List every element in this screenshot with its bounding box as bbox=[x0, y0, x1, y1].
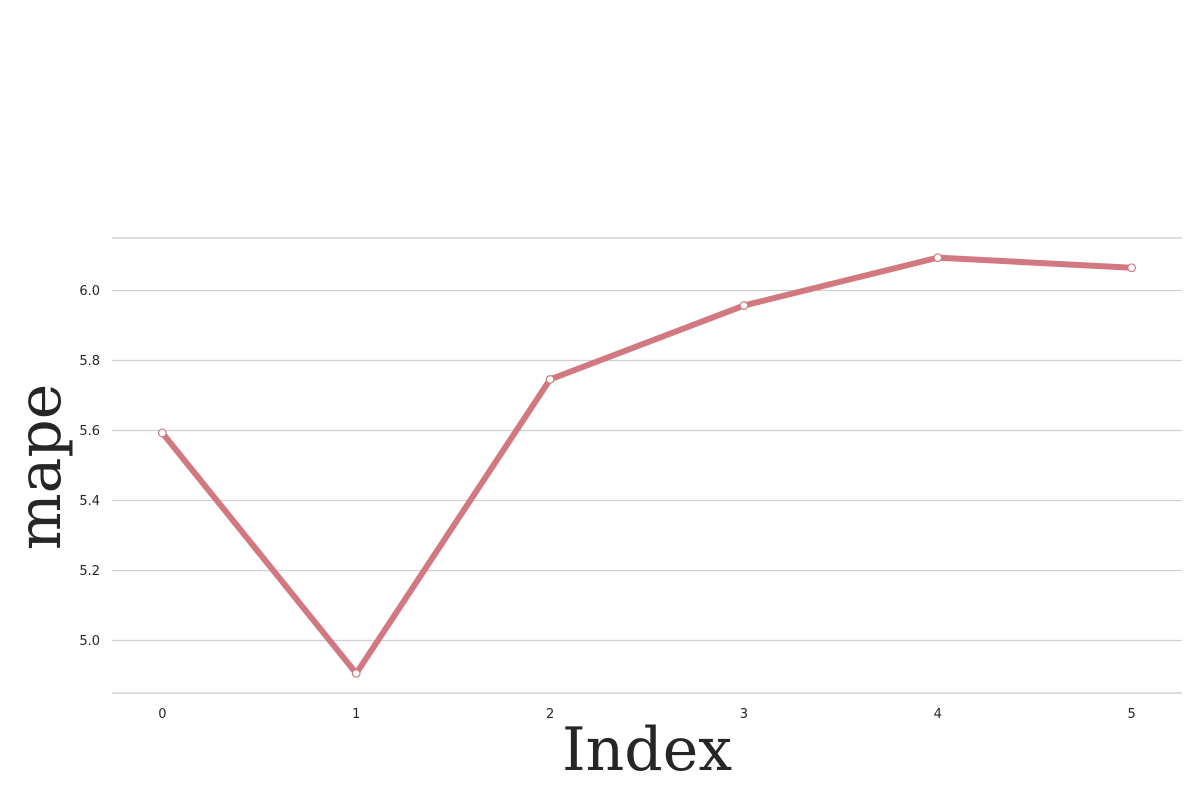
data-point bbox=[739, 301, 749, 310]
series-layer bbox=[157, 253, 1137, 678]
y-tick-label: 6.0 bbox=[79, 284, 100, 299]
series-line bbox=[159, 254, 1135, 677]
tick-layer: 5.0 5.2 5.4 5.6 5.8 6.0 0 1 2 3 4 5 bbox=[79, 284, 1135, 722]
x-axis-title: Index bbox=[562, 715, 732, 785]
y-tick-label: 5.6 bbox=[79, 424, 100, 439]
x-tick-label: 3 bbox=[740, 707, 748, 722]
y-tick-label: 5.2 bbox=[79, 564, 100, 579]
data-point bbox=[545, 375, 555, 384]
data-point bbox=[1127, 263, 1137, 273]
data-point bbox=[351, 669, 361, 678]
y-axis-title: mape bbox=[5, 384, 75, 551]
y-tick-label: 5.4 bbox=[79, 494, 100, 509]
grid-layer bbox=[112, 237, 1182, 694]
data-point bbox=[157, 428, 167, 438]
x-tick-label: 0 bbox=[158, 707, 166, 722]
y-tick-label: 5.0 bbox=[79, 634, 100, 649]
y-tick-label: 5.8 bbox=[79, 354, 100, 369]
x-tick-label: 1 bbox=[352, 707, 360, 722]
x-tick-label: 2 bbox=[546, 707, 554, 722]
x-tick-label: 5 bbox=[1127, 707, 1135, 722]
data-point bbox=[933, 253, 943, 263]
x-tick-label: 4 bbox=[934, 707, 942, 722]
